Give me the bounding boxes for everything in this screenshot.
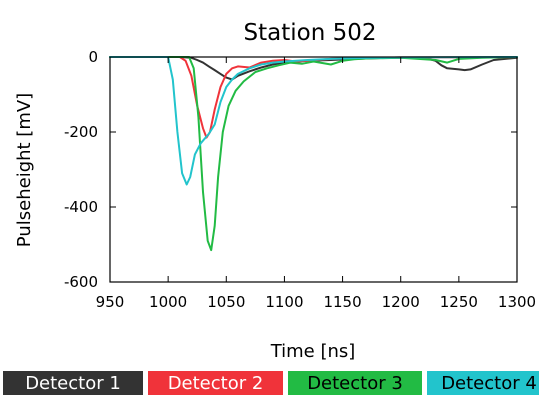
y-tick-label: -400 [64,198,98,216]
legend-swatch [148,371,283,395]
legend-swatch [288,371,422,395]
legend-label: Detector 4 [441,373,537,394]
x-tick-label: 1100 [265,293,303,311]
legend-item-detector-4: Detector 4 [427,371,539,395]
x-axis-label: Time [ns] [270,341,356,362]
x-tick-label: 1050 [207,293,245,311]
legend-label: Detector 1 [25,373,121,394]
y-axis-label: Pulseheight [mV] [14,93,35,247]
plot-frame [109,56,518,283]
legend-label: Detector 3 [307,373,403,394]
legend-item-detector-1: Detector 1 [3,371,143,395]
legend-swatch [427,371,539,395]
legend: Detector 1 Detector 2 Detector 3 Detector 4 [3,371,539,395]
y-tick-label: 0 [88,48,98,66]
series-line-detector-4 [109,56,518,186]
legend-item-detector-2: Detector 2 [148,371,283,395]
x-tick-label: 1200 [382,293,420,311]
x-tick-label: 1150 [323,293,361,311]
y-tick-label: -600 [64,273,98,291]
x-tick-label: 1300 [498,293,536,311]
legend-swatch [3,371,143,395]
x-tick-label: 1000 [149,293,187,311]
series-line-detector-3 [109,56,518,252]
x-tick-label: 1250 [440,293,478,311]
legend-label: Detector 2 [168,373,264,394]
x-tick-label: 950 [96,293,125,311]
plot-area: 950 1000 1050 1100 1150 1200 1250 1300 0 -200 -400… [64,48,536,311]
y-tick-label: -200 [64,123,98,141]
legend-item-detector-3: Detector 3 [288,371,422,395]
chart-title: Station 502 [244,20,377,46]
